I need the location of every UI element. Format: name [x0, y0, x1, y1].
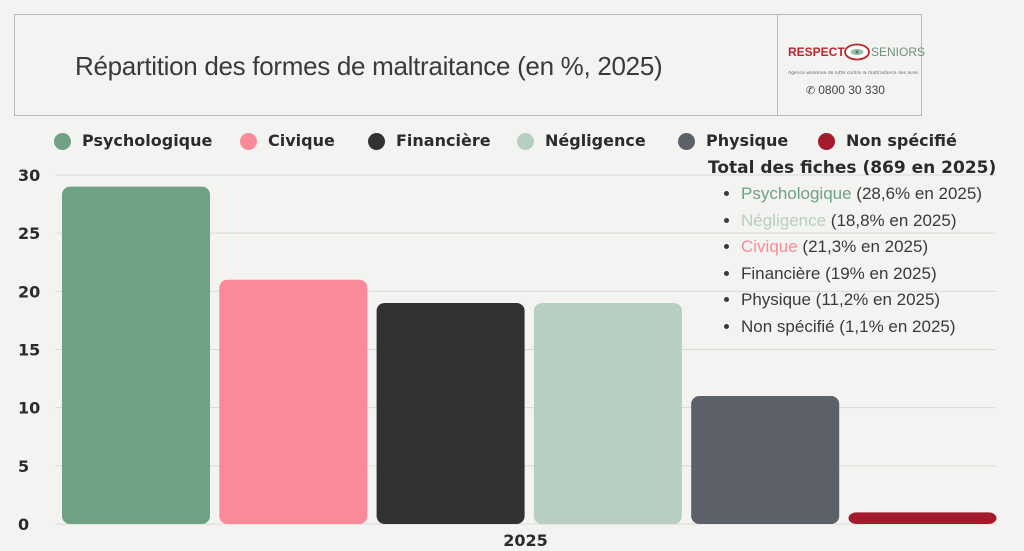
- legend-label: Non spécifié: [846, 131, 957, 150]
- legend-swatch: [368, 133, 385, 150]
- logo-brand-right: SENIORS: [871, 45, 926, 59]
- legend-label: Civique: [268, 131, 335, 150]
- legend-swatch: [678, 133, 695, 150]
- bar-financiere: [376, 302, 525, 524]
- phone-icon: ✆: [806, 85, 816, 97]
- bar-psychologique: [62, 186, 210, 524]
- y-tick-label: 0: [18, 515, 29, 534]
- logo-eye-icon: [844, 43, 870, 61]
- legend-swatch: [54, 133, 71, 150]
- y-axis-ticks: 0 5 10 15 20 25 30: [18, 166, 40, 534]
- notes-item: Psychologique (28,6% en 2025): [741, 181, 996, 208]
- legend-swatch: [818, 133, 835, 150]
- gridlines: [55, 174, 996, 525]
- bar-negligence: [533, 302, 682, 524]
- bar-physique: [691, 396, 840, 524]
- bars: [62, 186, 997, 524]
- notes-item-detail: (21,3% en 2025): [797, 237, 929, 256]
- logo-tagline: Agence wallonne de lutte contre la maltr…: [788, 71, 918, 76]
- phone-number: 0800 30 330: [818, 83, 885, 97]
- notes-item: Financière (19% en 2025): [741, 261, 996, 288]
- legend-label: Négligence: [545, 131, 646, 150]
- notes-item-detail: (18,8% en 2025): [826, 210, 957, 230]
- notes-item-detail: (1,1% en 2025): [834, 316, 956, 336]
- notes-item-detail: (28,6% en 2025): [851, 184, 982, 203]
- notes-item-detail: (11,2% en 2025): [810, 290, 941, 309]
- legend-label: Physique: [706, 131, 789, 150]
- y-tick-label: 20: [18, 282, 40, 301]
- notes-item: Civique (21,3% en 2025): [741, 234, 996, 261]
- notes-item-detail: (19% en 2025): [820, 263, 937, 283]
- notes-panel: Total des fiches (869 en 2025) Psycholog…: [708, 158, 996, 340]
- y-tick-label: 15: [18, 341, 40, 360]
- notes-item: Physique (11,2% en 2025): [741, 287, 996, 314]
- chart-title: Répartition des formes de maltraitance (…: [75, 51, 663, 81]
- notes-item-name: Financière: [741, 263, 821, 283]
- notes-item: Non spécifié (1,1% en 2025): [741, 314, 996, 341]
- notes-item-name: Psychologique: [741, 184, 852, 203]
- legend-label: Psychologique: [82, 131, 213, 150]
- legend-swatch: [240, 133, 257, 150]
- y-tick-label: 10: [18, 399, 40, 418]
- respect-seniors-logo: RESPECT SENIORS Agence wallonne de lutte…: [777, 15, 926, 115]
- x-tick-label: 2025: [503, 531, 548, 550]
- title-box: Répartition des formes de maltraitance (…: [14, 14, 926, 116]
- bar-civique: [219, 279, 368, 524]
- logo-phone: ✆ 0800 30 330: [806, 83, 885, 97]
- y-tick-label: 25: [18, 224, 40, 243]
- notes-item-name: Civique: [741, 237, 798, 256]
- notes-item-name: Négligence: [741, 210, 827, 230]
- x-axis-ticks: 2025: [503, 531, 548, 550]
- logo-brand-left: RESPECT: [788, 45, 845, 59]
- bar-non-specifie: [848, 512, 997, 524]
- legend-label: Financière: [396, 131, 491, 150]
- y-tick-label: 5: [18, 457, 29, 476]
- notes-item-name: Physique: [741, 290, 811, 309]
- notes-item: Négligence (18,8% en 2025): [741, 208, 996, 235]
- notes-title: Total des fiches (869 en 2025): [708, 158, 997, 178]
- y-tick-label: 30: [18, 166, 40, 185]
- notes-item-name: Non spécifié: [741, 316, 835, 336]
- notes-list: Psychologique (28,6% en 2025)Négligence …: [708, 181, 996, 340]
- legend-swatch: [517, 133, 534, 150]
